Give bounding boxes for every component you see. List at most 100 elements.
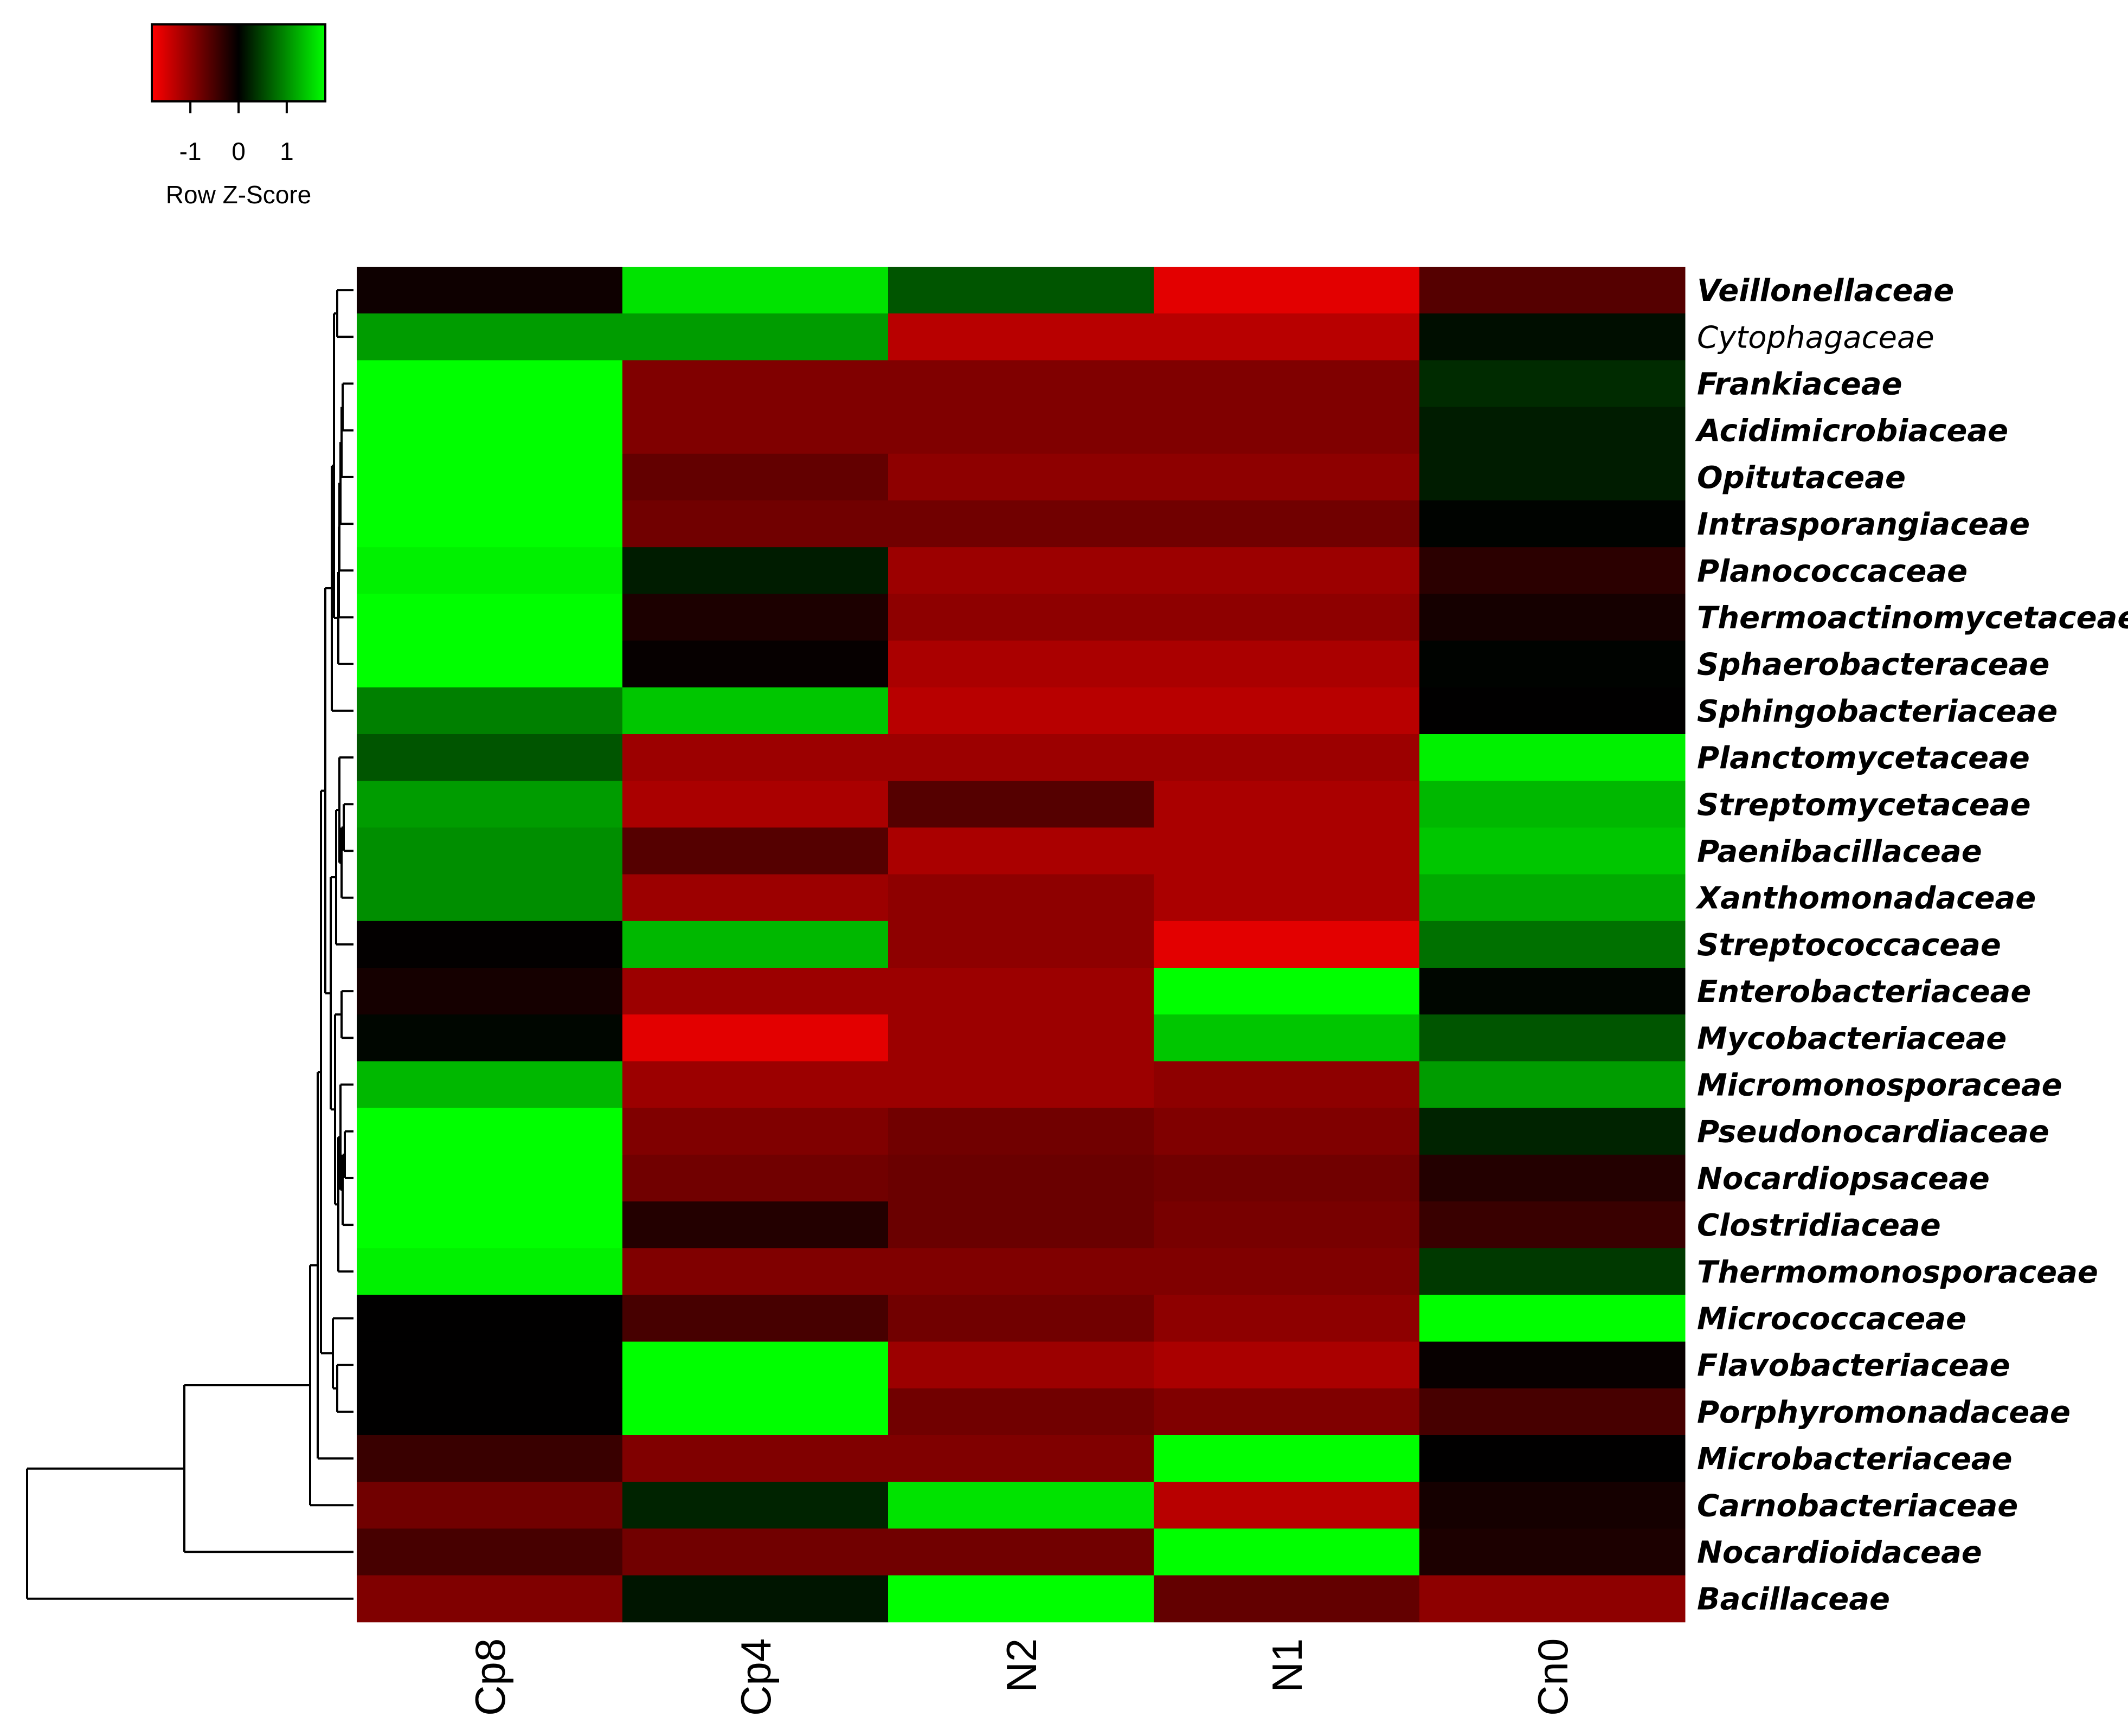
row-label: Thermomonosporaceae — [1697, 1255, 2098, 1290]
heatmap-cell — [1419, 1341, 1686, 1389]
heatmap-cell — [1154, 500, 1420, 548]
row-label: Enterobacteriaceae — [1697, 974, 2031, 1010]
heatmap-cell — [888, 921, 1154, 968]
heatmap-cell — [1419, 407, 1686, 454]
heatmap-cell — [1154, 1388, 1420, 1436]
row-label: Planctomycetaceae — [1697, 741, 2030, 776]
heatmap-cell — [1154, 1201, 1420, 1249]
heatmap-cell — [357, 640, 623, 688]
heatmap-cell — [1419, 1435, 1686, 1482]
heatmap-cell — [357, 968, 623, 1015]
heatmap-cell — [888, 1575, 1154, 1623]
heatmap-cell — [888, 1154, 1154, 1202]
heatmap-cell — [1419, 1154, 1686, 1202]
heatmap-cell — [357, 1341, 623, 1389]
heatmap-cell — [622, 1388, 889, 1436]
heatmap-cell — [1419, 687, 1686, 735]
heatmap-cell — [1154, 1014, 1420, 1062]
heatmap-cell — [1154, 874, 1420, 922]
heatmap-cell — [357, 687, 623, 735]
heatmap-cell — [888, 1014, 1154, 1062]
heatmap-cell — [622, 407, 889, 454]
heatmap-cell — [357, 1061, 623, 1109]
heatmap-cell — [1419, 547, 1686, 594]
heatmap-cell — [357, 360, 623, 408]
row-dendrogram — [26, 289, 353, 1600]
heatmap-cell — [1419, 968, 1686, 1015]
heatmap-cell — [888, 453, 1154, 501]
heatmap-cell — [1154, 1528, 1420, 1576]
heatmap-cell — [888, 640, 1154, 688]
heatmap-cell — [888, 1201, 1154, 1249]
row-label: Pseudonocardiaceae — [1697, 1115, 2049, 1150]
heatmap-cell — [1419, 1248, 1686, 1295]
color-key-tick-label: -1 — [179, 137, 202, 165]
heatmap-cell — [1154, 1341, 1420, 1389]
heatmap-cell — [357, 1388, 623, 1436]
heatmap-cell — [357, 921, 623, 968]
heatmap-cell — [888, 267, 1154, 314]
heatmap-cell — [1419, 360, 1686, 408]
heatmap-cell — [1154, 968, 1420, 1015]
row-label: Micrococcaceae — [1697, 1302, 1966, 1337]
color-key-tick-label: 1 — [280, 137, 294, 165]
heatmap-cell — [1419, 594, 1686, 641]
heatmap-cell — [888, 687, 1154, 735]
column-label: Cp8 — [466, 1638, 514, 1716]
heatmap-cell — [357, 500, 623, 548]
heatmap-cell — [622, 781, 889, 828]
heatmap-cell — [357, 1528, 623, 1576]
heatmap-cell — [1154, 360, 1420, 408]
heatmap-cell — [1419, 1014, 1686, 1062]
heatmap-cell — [1419, 1061, 1686, 1109]
heatmap-cell — [357, 734, 623, 781]
heatmap-cell — [1419, 1575, 1686, 1623]
heatmap-cell — [357, 267, 623, 314]
heatmap-cell — [888, 1482, 1154, 1529]
heatmap-cell — [357, 1108, 623, 1155]
heatmap-cell — [357, 874, 623, 922]
row-label: Mycobacteriaceae — [1697, 1021, 2007, 1056]
heatmap-cell — [1154, 781, 1420, 828]
row-label: Xanthomonadaceae — [1695, 881, 2036, 916]
row-label: Opitutaceae — [1697, 460, 1906, 496]
row-label: Microbacteriaceae — [1697, 1442, 2013, 1477]
heatmap-cells — [357, 267, 1686, 1623]
heatmap-cell — [1419, 781, 1686, 828]
heatmap-cell — [1419, 453, 1686, 501]
heatmap-cell — [357, 1295, 623, 1342]
heatmap-cell — [1154, 1435, 1420, 1482]
heatmap-cell — [1154, 921, 1420, 968]
heatmap-cell — [357, 1154, 623, 1202]
heatmap-cell — [357, 781, 623, 828]
color-key-ticks: -1 0 1 — [179, 101, 294, 165]
heatmap-cell — [1419, 313, 1686, 361]
heatmap-cell — [888, 781, 1154, 828]
row-label: Carnobacteriaceae — [1697, 1488, 2018, 1523]
heatmap-cell — [622, 267, 889, 314]
heatmap-cell — [1154, 407, 1420, 454]
row-label: Flavobacteriaceae — [1697, 1348, 2010, 1384]
heatmap-cell — [622, 313, 889, 361]
heatmap-cell — [1419, 827, 1686, 875]
heatmap-cell — [888, 968, 1154, 1015]
heatmap-cell — [357, 827, 623, 875]
heatmap-cell — [1154, 453, 1420, 501]
heatmap-cell — [888, 500, 1154, 548]
heatmap-cell — [1419, 1201, 1686, 1249]
heatmap-cell — [1419, 734, 1686, 781]
row-label: Thermoactinomycetaceae — [1697, 601, 2128, 636]
heatmap-cell — [357, 1201, 623, 1249]
heatmap-cell — [888, 734, 1154, 781]
heatmap-cell — [1419, 1108, 1686, 1155]
color-key: -1 0 1 Row Z-Score — [151, 23, 326, 209]
heatmap-cell — [357, 547, 623, 594]
heatmap-cell — [888, 547, 1154, 594]
heatmap-cell — [1154, 1295, 1420, 1342]
heatmap-cell — [1154, 267, 1420, 314]
heatmap-cell — [357, 1248, 623, 1295]
heatmap-cell — [888, 1295, 1154, 1342]
heatmap-cell — [622, 1482, 889, 1529]
row-label: Nocardiopsaceae — [1697, 1161, 1990, 1197]
